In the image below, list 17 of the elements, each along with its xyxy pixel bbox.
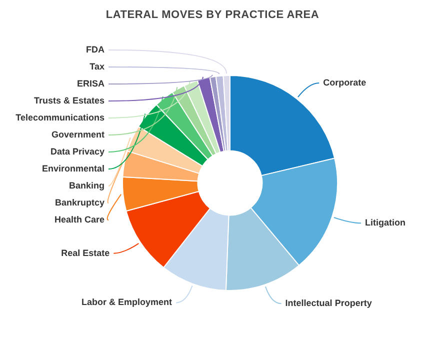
slice-label: Litigation: [365, 218, 406, 228]
slice-label: Health Care: [54, 214, 104, 224]
slice-label: Intellectual Property: [285, 298, 372, 308]
slice-label: Tax: [90, 61, 104, 72]
slice-label: Trusts & Estates: [34, 95, 104, 106]
slice-label: Real Estate: [61, 248, 110, 258]
slice-label: FDA: [86, 44, 105, 54]
slice-label: Bankruptcy: [54, 197, 104, 208]
chart-title: LATERAL MOVES BY PRACTICE AREA: [106, 9, 320, 21]
slice-label: Government: [51, 129, 104, 140]
slice-label: ERISA: [76, 78, 105, 88]
slice-label: Corporate: [323, 77, 366, 88]
slice-label: Data Privacy: [50, 146, 104, 156]
slice-label: Telecommunications: [16, 112, 104, 122]
slice-label: Environmental: [42, 163, 104, 174]
slice-label: Banking: [68, 180, 104, 190]
slice-label: Labor & Employment: [82, 297, 172, 308]
